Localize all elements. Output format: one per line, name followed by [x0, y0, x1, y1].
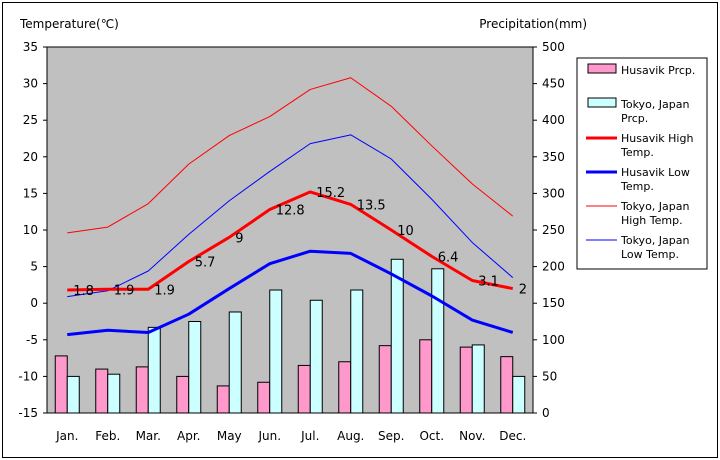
x-tick-label: Apr. — [177, 429, 200, 443]
right-tick-label: 100 — [542, 333, 565, 347]
bar — [338, 361, 352, 414]
bar — [471, 344, 485, 414]
x-tick-label: Jul. — [300, 429, 319, 443]
data-label: 15.2 — [316, 186, 345, 201]
left-tick-label: -15 — [18, 406, 38, 420]
legend-label: High Temp. — [621, 214, 683, 227]
data-label: 2 — [519, 283, 527, 298]
right-tick-label: 150 — [542, 296, 565, 310]
data-label: 1.9 — [114, 283, 135, 298]
legend-box — [576, 57, 708, 270]
legend-label: Husavik Prcp. — [621, 64, 695, 77]
data-label: 6.4 — [438, 250, 459, 265]
right-tick-label: 400 — [542, 113, 565, 127]
bar — [107, 373, 121, 414]
bar — [95, 368, 109, 414]
x-tick-label: Mar. — [136, 429, 161, 443]
left-tick-label: 20 — [23, 150, 38, 164]
bar — [188, 321, 202, 414]
legend-label: Tokyo, Japan — [620, 234, 689, 247]
legend-label: Temp. — [620, 146, 654, 159]
x-tick-label: Aug. — [337, 429, 364, 443]
bar — [66, 375, 80, 414]
legend-label: Husavik Low — [621, 166, 690, 179]
series-line — [67, 77, 514, 234]
left-tick-label: -5 — [26, 333, 38, 347]
bar — [378, 345, 392, 414]
legend-label: Low Temp. — [621, 248, 679, 261]
bar — [419, 339, 433, 414]
data-label: 9 — [235, 231, 243, 246]
x-tick-label: Dec. — [499, 429, 526, 443]
bar — [54, 355, 68, 414]
bar — [390, 258, 404, 414]
legend-label: Tokyo, Japan — [620, 200, 689, 213]
bar — [350, 289, 364, 414]
series-line — [67, 190, 514, 292]
x-tick-label: Feb. — [95, 429, 120, 443]
x-tick-label: May — [217, 429, 242, 443]
plot-area — [46, 46, 534, 414]
right-tick-label: 0 — [542, 406, 550, 420]
bar — [135, 366, 149, 414]
right-axis-title: Precipitation(mm) — [479, 17, 587, 31]
left-tick-label: 35 — [23, 40, 38, 54]
left-tick-label: 25 — [23, 113, 38, 127]
left-tick-label: 15 — [23, 186, 38, 200]
bar — [147, 326, 161, 414]
legend-label: Temp. — [620, 180, 654, 193]
x-tick-label: Jun. — [257, 429, 281, 443]
bar — [431, 268, 445, 414]
bar — [269, 289, 283, 414]
data-label: 3.1 — [478, 275, 499, 290]
left-tick-label: 5 — [30, 260, 38, 274]
x-tick-label: Nov. — [459, 429, 485, 443]
x-tick-label: Oct. — [419, 429, 444, 443]
right-tick-label: 250 — [542, 223, 565, 237]
legend-swatch — [587, 97, 617, 108]
data-label: 13.5 — [357, 198, 386, 213]
bar — [309, 299, 323, 414]
series-line — [67, 249, 514, 337]
data-label: 1.8 — [73, 284, 94, 299]
bar — [228, 311, 242, 414]
bar — [176, 375, 190, 414]
bar — [500, 356, 514, 414]
legend-label: Tokyo, Japan — [620, 98, 689, 111]
bar — [216, 385, 230, 414]
left-tick-label: 10 — [23, 223, 38, 237]
legend-label: Prcp. — [621, 112, 648, 125]
right-tick-label: 50 — [542, 369, 557, 383]
data-label: 10 — [397, 224, 414, 239]
bar — [459, 346, 473, 414]
right-tick-label: 200 — [542, 260, 565, 274]
bar — [512, 375, 526, 414]
right-tick-label: 350 — [542, 150, 565, 164]
bar — [257, 381, 271, 414]
x-tick-label: Sep. — [378, 429, 404, 443]
data-label: 1.9 — [154, 283, 175, 298]
series-line — [67, 134, 514, 298]
x-tick-label: Jan. — [55, 429, 78, 443]
left-tick-label: -10 — [18, 369, 38, 383]
right-tick-label: 500 — [542, 40, 565, 54]
legend-label: Husavik High — [621, 132, 693, 145]
data-label: 12.8 — [276, 204, 305, 219]
right-tick-label: 300 — [542, 186, 565, 200]
left-axis-title: Temperature(℃) — [19, 17, 119, 31]
left-tick-label: 0 — [30, 296, 38, 310]
bar — [297, 364, 311, 414]
legend-swatch — [587, 63, 617, 74]
left-tick-label: 30 — [23, 77, 38, 91]
data-label: 5.7 — [195, 255, 216, 270]
right-tick-label: 450 — [542, 77, 565, 91]
